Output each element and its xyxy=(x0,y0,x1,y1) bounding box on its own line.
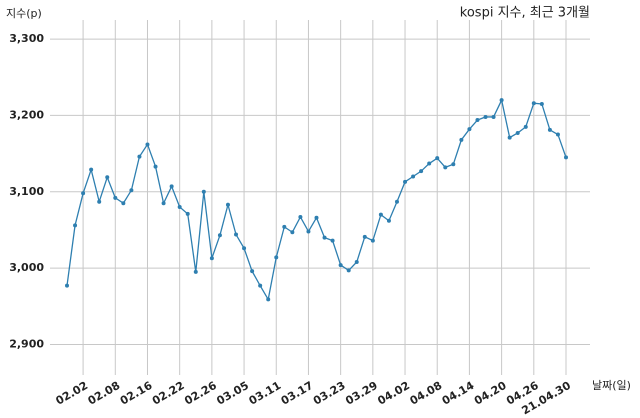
point xyxy=(209,256,214,261)
point xyxy=(322,235,327,240)
point xyxy=(394,199,399,204)
point xyxy=(177,205,182,210)
point xyxy=(105,175,110,180)
x-tick-label: 02.26 xyxy=(182,379,219,408)
point xyxy=(89,167,94,172)
point xyxy=(258,283,263,288)
point xyxy=(234,232,239,237)
point xyxy=(225,202,230,207)
point xyxy=(298,214,303,219)
x-tick-label: 02.22 xyxy=(150,379,187,408)
x-tick-label: 04.08 xyxy=(408,379,445,408)
x-tick-label: 03.29 xyxy=(343,379,380,408)
point xyxy=(564,155,568,160)
point xyxy=(306,229,311,234)
point xyxy=(362,234,367,239)
x-tick-label: 02.02 xyxy=(53,379,90,408)
point xyxy=(547,127,552,132)
x-tick-label: 03.17 xyxy=(279,379,316,408)
point xyxy=(73,223,78,228)
point xyxy=(370,238,375,243)
x-tick-label: 04.20 xyxy=(472,379,509,408)
point xyxy=(539,101,544,106)
point xyxy=(491,114,496,119)
point xyxy=(161,201,166,206)
point xyxy=(97,199,102,204)
point xyxy=(467,127,472,132)
point xyxy=(250,269,255,274)
point xyxy=(507,135,512,140)
point xyxy=(411,174,416,179)
x-tick-label: 03.05 xyxy=(214,379,251,408)
point xyxy=(65,283,69,288)
x-tick-label: 04.02 xyxy=(375,379,412,408)
y-axis-label: 지수(p) xyxy=(6,7,42,20)
x-tick-label: 02.08 xyxy=(86,379,123,408)
line xyxy=(66,98,567,302)
point xyxy=(555,132,560,137)
x-axis-label: 날짜(일) xyxy=(592,378,631,392)
point xyxy=(346,268,351,273)
point xyxy=(129,188,134,193)
point xyxy=(242,246,247,251)
x-tick-label: 04.14 xyxy=(440,379,477,408)
point xyxy=(121,201,126,206)
point xyxy=(330,238,335,243)
y-tick-label: 3,300 xyxy=(9,32,44,45)
y-tick-label: 3,100 xyxy=(9,185,44,198)
chart-title: kospi 지수, 최근 3개월 xyxy=(460,6,590,21)
point xyxy=(419,169,424,174)
point xyxy=(274,255,279,260)
point xyxy=(499,98,504,103)
point xyxy=(282,224,287,229)
y-tick-label: 3,200 xyxy=(9,108,44,121)
point xyxy=(531,101,536,106)
point xyxy=(169,184,174,189)
point xyxy=(217,233,222,238)
point xyxy=(266,297,271,302)
point xyxy=(113,195,118,200)
point xyxy=(338,263,343,268)
point xyxy=(475,118,480,123)
y-tick-label: 3,000 xyxy=(9,261,44,274)
point xyxy=(81,191,86,196)
point xyxy=(403,179,408,184)
point xyxy=(137,154,142,159)
point xyxy=(515,130,520,135)
point xyxy=(483,114,488,119)
point xyxy=(451,162,456,167)
x-tick-label: 03.23 xyxy=(311,379,348,408)
point xyxy=(443,165,448,170)
point xyxy=(201,189,206,194)
point xyxy=(290,230,295,235)
point xyxy=(427,161,432,166)
point xyxy=(459,137,464,142)
point xyxy=(378,212,383,217)
point xyxy=(185,211,190,216)
x-tick-label: 02.16 xyxy=(118,379,155,408)
x-tick-label: 03.11 xyxy=(247,379,284,408)
point xyxy=(354,260,359,265)
point xyxy=(314,215,319,220)
point xyxy=(386,218,391,223)
y-tick-label: 2,900 xyxy=(9,337,44,350)
point xyxy=(523,124,528,129)
point xyxy=(193,269,198,274)
point xyxy=(145,142,150,147)
point xyxy=(435,156,440,161)
point xyxy=(153,164,158,169)
